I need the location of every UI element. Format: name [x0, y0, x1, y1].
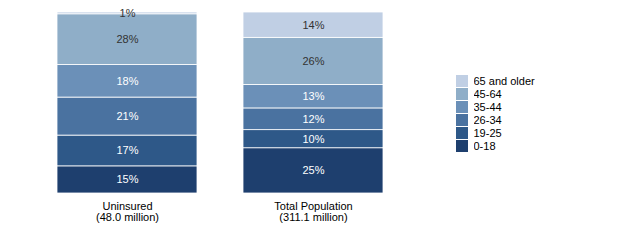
svg-text:Uninsured(48.0 million): Uninsured(48.0 million)	[96, 200, 159, 223]
html-text:26-34: 26-34	[473, 113, 502, 126]
html-text:65 and older: 65 and older	[473, 74, 535, 87]
svg-text:12%: 12%	[302, 113, 324, 125]
svg-text:17%: 17%	[116, 144, 138, 156]
svg-text:28%: 28%	[116, 33, 138, 45]
html-text:0-18: 0-18	[473, 139, 496, 152]
html-text:19-25: 19-25	[473, 126, 502, 139]
svg-text:1%: 1%	[120, 7, 136, 19]
svg-text:21%: 21%	[116, 110, 138, 122]
svg-text:13%: 13%	[302, 90, 324, 102]
html-text:45-64: 45-64	[473, 87, 502, 100]
svg-text:14%: 14%	[302, 19, 324, 31]
svg-text:18%: 18%	[116, 75, 138, 87]
svg-text:26%: 26%	[302, 55, 324, 67]
html-text:35-44: 35-44	[473, 100, 502, 113]
svg-text:15%: 15%	[116, 173, 138, 185]
svg-text:10%: 10%	[302, 133, 324, 145]
svg-text:Total Population(311.1 million: Total Population(311.1 million)	[274, 200, 352, 223]
svg-text:25%: 25%	[302, 164, 324, 176]
